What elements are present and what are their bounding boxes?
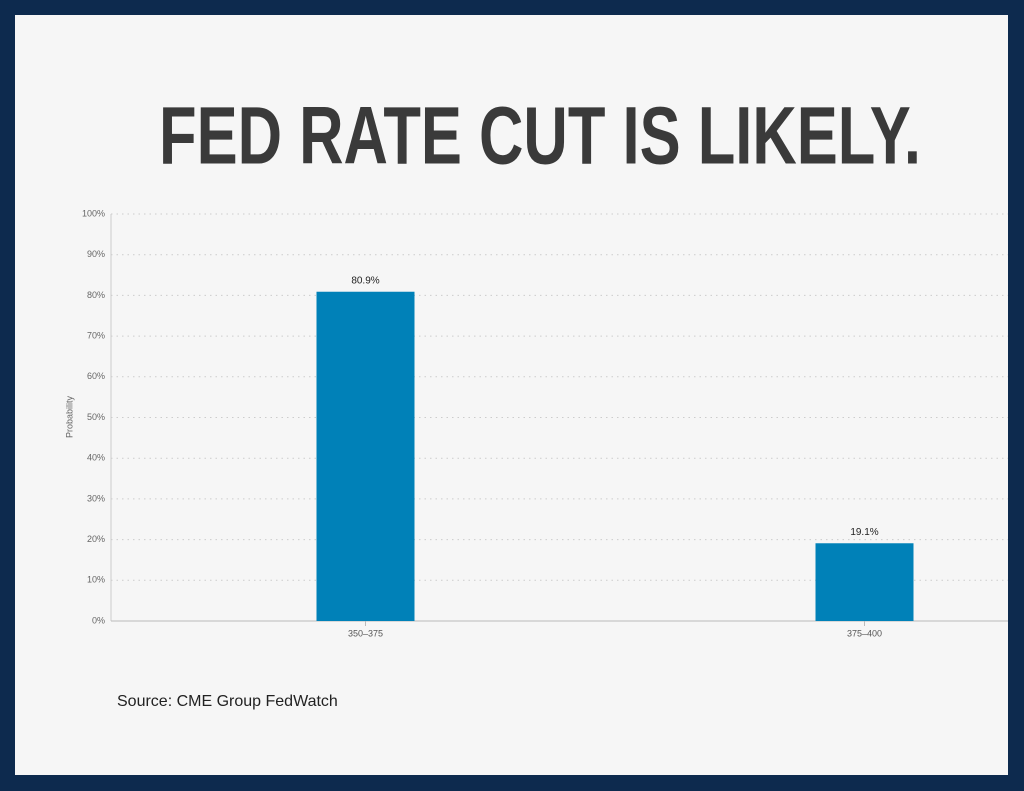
y-tick-label: 70% — [87, 330, 105, 340]
y-tick-label: 90% — [87, 249, 105, 259]
value-label: 19.1% — [850, 527, 878, 538]
y-tick-label: 20% — [87, 534, 105, 544]
panel — [15, 15, 1008, 775]
y-tick-label: 0% — [92, 615, 105, 625]
y-tick-label: 30% — [87, 493, 105, 503]
y-axis-label: Probability — [64, 395, 74, 438]
chart-title: FED RATE CUT IS LIKELY. — [159, 91, 921, 182]
y-tick-label: 100% — [82, 208, 105, 218]
y-tick-label: 80% — [87, 290, 105, 300]
y-tick-label: 40% — [87, 453, 105, 463]
y-tick-label: 10% — [87, 575, 105, 585]
bar — [316, 291, 415, 621]
x-tick-label: 375–400 — [847, 628, 882, 638]
y-tick-label: 50% — [87, 412, 105, 422]
x-tick-label: 350–375 — [348, 628, 383, 638]
value-label: 80.9% — [351, 275, 379, 286]
bar — [815, 543, 914, 621]
y-tick-label: 60% — [87, 371, 105, 381]
source-note: Source: CME Group FedWatch — [117, 693, 338, 710]
